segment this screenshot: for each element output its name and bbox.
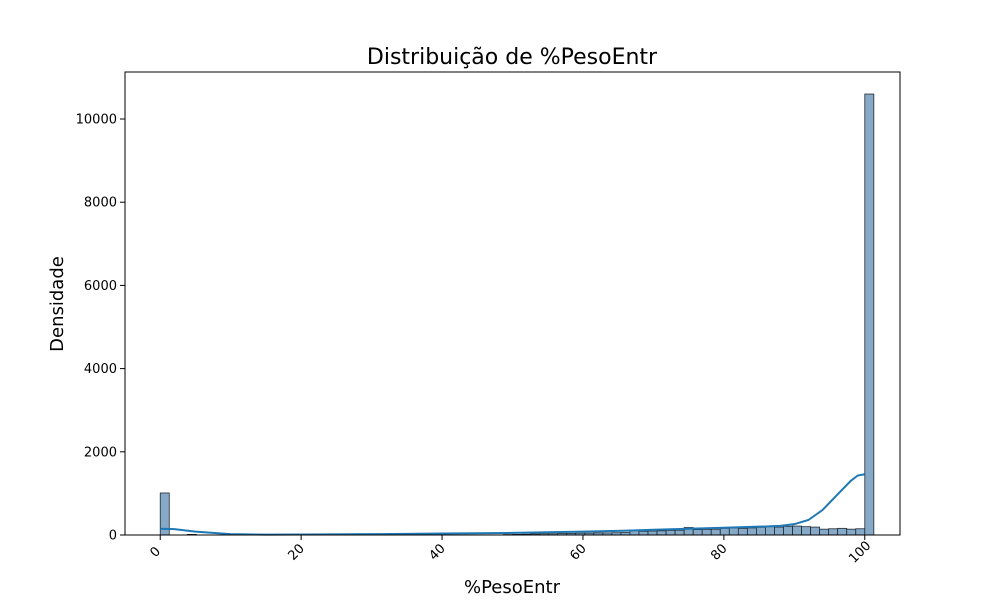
y-tick-label: 2000 (84, 445, 117, 460)
y-tick-label: 4000 (84, 362, 117, 377)
histogram-bar (865, 94, 874, 535)
y-axis-label: Densidade (47, 256, 68, 352)
x-tick-label: 60 (567, 541, 589, 563)
histogram-bar (793, 526, 802, 535)
histogram-bar (675, 530, 684, 535)
histogram-bar (820, 529, 829, 535)
histogram-bar (756, 527, 765, 535)
histogram-bar (856, 529, 865, 535)
histogram-bar (802, 527, 811, 535)
histogram-bar (720, 528, 729, 535)
x-tick-label: 0 (148, 544, 164, 560)
y-tick-label: 6000 (84, 279, 117, 294)
histogram-bar (765, 527, 774, 535)
histogram-bar (829, 529, 838, 535)
histogram-bar (774, 527, 783, 535)
y-tick-label: 8000 (84, 196, 117, 211)
chart-title: Distribuição de %PesoEntr (367, 45, 658, 70)
histogram-bar (639, 531, 648, 535)
histogram-bar (729, 528, 738, 535)
histogram-bar (702, 529, 711, 535)
histogram-bar (648, 531, 657, 535)
x-tick-label: 80 (708, 541, 730, 563)
histogram-bar (847, 529, 856, 535)
plot-frame (125, 72, 900, 535)
histogram-bar (657, 531, 666, 535)
x-tick-label: 40 (426, 541, 448, 563)
y-tick-label: 10000 (76, 113, 117, 128)
histogram-bar (747, 528, 756, 535)
kde-curve (160, 474, 865, 534)
x-axis-label: %PesoEntr (464, 577, 561, 598)
x-tick-label: 100 (846, 538, 874, 566)
histogram-bars (160, 94, 874, 535)
x-axis-ticks: 0 20 40 60 80 100 (148, 535, 875, 567)
y-axis-ticks: 0 2000 4000 6000 8000 10000 (76, 113, 125, 544)
histogram-bar (838, 528, 847, 535)
y-tick-label: 0 (109, 529, 117, 544)
histogram-bar (784, 526, 793, 535)
x-tick-label: 20 (286, 541, 308, 563)
histogram-bar (811, 527, 820, 535)
histogram-bar (666, 530, 675, 535)
histogram-bar (711, 529, 720, 535)
histogram-bar (693, 530, 702, 535)
histogram-bar (738, 529, 747, 535)
